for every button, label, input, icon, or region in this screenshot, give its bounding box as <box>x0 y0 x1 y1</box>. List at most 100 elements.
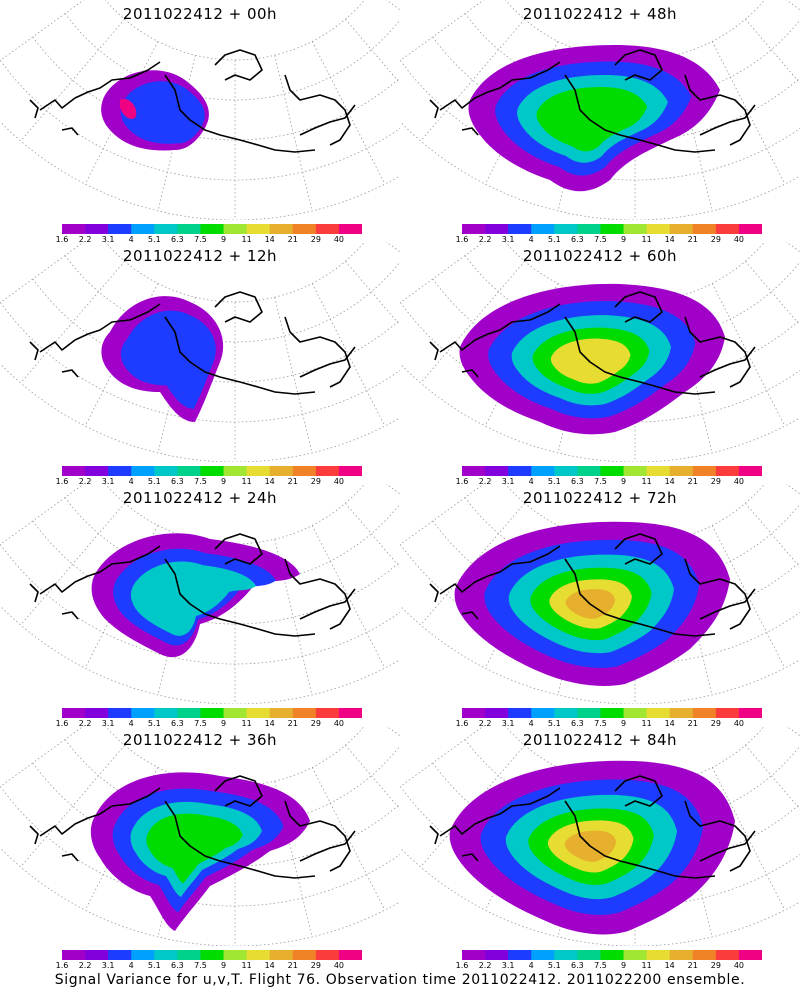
colorbar-label: 7.5 <box>594 477 607 486</box>
colorbar-label: 21 <box>687 719 698 728</box>
colorbar-swatch <box>85 950 109 960</box>
colorbar-swatch <box>200 950 225 960</box>
colorbar-label: 9 <box>220 235 227 244</box>
colorbar-label: 21 <box>287 235 298 244</box>
colorbar-label: 29 <box>710 719 721 728</box>
colorbar-swatch <box>154 224 178 234</box>
colorbar-label: 11 <box>641 961 652 970</box>
colorbar-label: 7.5 <box>194 477 207 486</box>
colorbar-swatch <box>738 950 762 960</box>
colorbar-swatch <box>223 466 248 476</box>
colorbar-label: 29 <box>310 961 321 970</box>
colorbar-swatch <box>623 950 648 960</box>
colorbar-swatch <box>600 708 625 718</box>
colorbar-swatch <box>738 224 762 234</box>
colorbar-label: 11 <box>241 719 252 728</box>
colorbar-swatch <box>577 708 601 718</box>
variance-field <box>90 772 310 931</box>
colorbar-label: 9 <box>620 719 627 728</box>
forecast-panel: 2011022412 + 84h 1.6 2.2 3.1 4 5.1 6.3 7.5 9 11 14… <box>400 726 800 970</box>
colorbar-swatch <box>108 224 132 234</box>
colorbar-swatch <box>531 224 555 234</box>
colorbar-label: 7.5 <box>594 961 607 970</box>
variance-contour <box>536 87 648 152</box>
colorbar-label: 1.6 <box>55 235 69 244</box>
coastline <box>29 291 356 395</box>
colorbar <box>462 708 762 718</box>
colorbar-swatch <box>315 224 340 234</box>
variance-field <box>459 283 725 435</box>
panel-title: 2011022412 + 48h <box>522 5 678 23</box>
coastline <box>29 533 356 637</box>
colorbar-label: 3.1 <box>101 477 115 486</box>
colorbar-label: 4 <box>528 235 534 244</box>
colorbar-label: 2.2 <box>78 719 92 728</box>
colorbar-swatch <box>692 466 717 476</box>
colorbar-label: 4 <box>128 235 134 244</box>
variance-contour <box>120 310 216 409</box>
colorbar-label: 3.1 <box>501 477 515 486</box>
colorbar-label: 5.1 <box>147 719 161 728</box>
colorbar-swatch <box>338 950 362 960</box>
variance-field <box>454 521 730 686</box>
colorbar-label: 2.2 <box>478 477 492 486</box>
forecast-panel: 2011022412 + 72h 1.6 2.2 3.1 4 5.1 6.3 7.5 9 11 14… <box>400 484 800 728</box>
colorbar-swatch <box>85 224 109 234</box>
colorbar-label: 11 <box>641 477 652 486</box>
colorbar-label: 11 <box>641 719 652 728</box>
colorbar-swatch <box>554 708 578 718</box>
coastline <box>29 49 356 153</box>
colorbar-label: 29 <box>710 235 721 244</box>
colorbar-swatch <box>531 708 555 718</box>
colorbar-label: 7.5 <box>194 961 207 970</box>
colorbar-swatch <box>669 224 694 234</box>
panel-title: 2011022412 + 12h <box>122 247 278 265</box>
colorbar-swatch <box>62 950 86 960</box>
colorbar-swatch <box>646 708 671 718</box>
colorbar-swatch <box>600 950 625 960</box>
colorbar-label: 2.2 <box>478 235 492 244</box>
colorbar-label: 7.5 <box>194 719 207 728</box>
colorbar-swatch <box>577 466 601 476</box>
colorbar-label: 6.3 <box>571 477 584 486</box>
colorbar-label: 29 <box>710 961 721 970</box>
colorbar-label: 5.1 <box>547 235 561 244</box>
colorbar-label: 4 <box>128 961 134 970</box>
variance-map <box>400 242 800 462</box>
colorbar-swatch <box>315 950 340 960</box>
colorbar-swatch <box>554 224 578 234</box>
colorbar-swatch <box>715 950 740 960</box>
colorbar-swatch <box>669 950 694 960</box>
coastline <box>429 291 756 395</box>
colorbar-label: 6.3 <box>171 235 184 244</box>
colorbar-swatch <box>62 224 86 234</box>
colorbar-label: 11 <box>641 235 652 244</box>
colorbar-swatch <box>269 708 294 718</box>
colorbar-swatch <box>485 708 509 718</box>
colorbar-swatch <box>292 708 317 718</box>
colorbar-swatch <box>315 708 340 718</box>
colorbar-label: 9 <box>220 961 227 970</box>
panel-title: 2011022412 + 84h <box>522 731 678 749</box>
colorbar-label: 14 <box>664 961 675 970</box>
colorbar-swatch <box>269 950 294 960</box>
panel-title: 2011022412 + 60h <box>522 247 678 265</box>
forecast-panel: 2011022412 + 12h 1.6 2.2 3.1 4 5.1 6.3 7.5 9 11 14… <box>0 242 400 486</box>
colorbar-label: 29 <box>310 719 321 728</box>
colorbar-swatch <box>715 708 740 718</box>
variance-field <box>101 70 209 151</box>
colorbar-label: 6.3 <box>571 961 584 970</box>
colorbar-label: 7.5 <box>594 719 607 728</box>
colorbar-swatch <box>508 466 532 476</box>
colorbar-label: 4 <box>528 961 534 970</box>
variance-map <box>0 0 400 220</box>
variance-map <box>400 484 800 704</box>
colorbar-label: 40 <box>733 961 745 970</box>
colorbar-swatch <box>154 708 178 718</box>
colorbar-label: 14 <box>664 477 675 486</box>
colorbar-swatch <box>715 466 740 476</box>
colorbar-label: 5.1 <box>547 961 561 970</box>
colorbar-swatch <box>246 224 271 234</box>
forecast-panel: 2011022412 + 00h 1.6 2.2 3.1 4 5.1 6.3 7.5 9 11 14… <box>0 0 400 244</box>
colorbar-swatch <box>715 224 740 234</box>
